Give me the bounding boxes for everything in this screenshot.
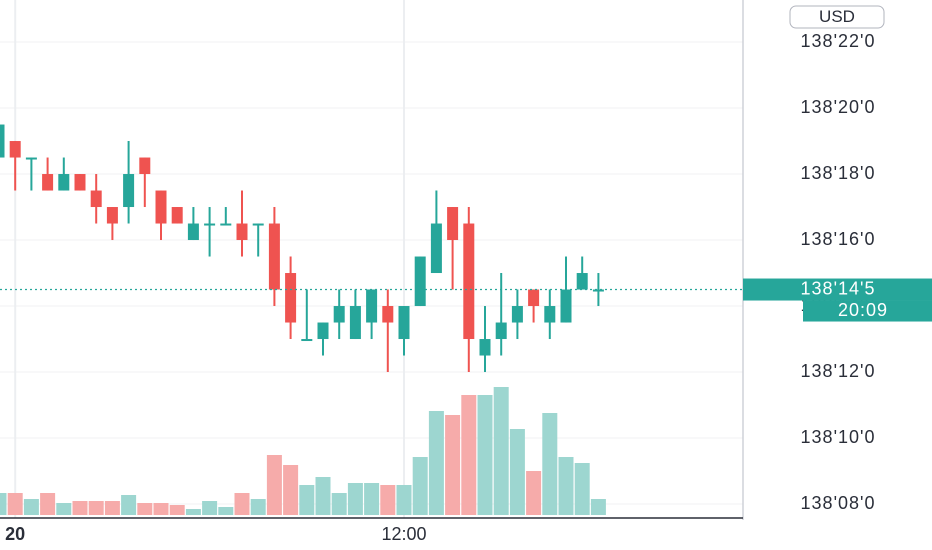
candle-body [106,207,118,224]
candle-body [430,223,442,274]
volume-bar [380,485,396,515]
volume-bar [250,499,266,515]
candle-body [301,339,313,342]
candle-body [0,124,5,158]
candle-body [398,306,410,340]
volume-bar [56,503,72,515]
candle-body [479,339,491,356]
y-tick-label: 138'08'0 [801,493,876,513]
volume-bar [477,395,493,515]
x-tick-label: 12:00 [381,524,426,544]
volume-bar [185,509,201,515]
countdown-box [803,300,932,322]
candle-body [204,223,216,226]
candle-body [42,174,54,191]
candle-body [155,190,167,224]
candle-body [220,223,232,226]
volume-bar [509,429,525,515]
candle-body [171,207,183,224]
candle-body [268,223,280,290]
candle-body [252,223,264,226]
volume-bar [218,507,234,515]
candle-body [366,289,378,323]
volume-bar [72,501,88,515]
candle-body [58,174,70,191]
candle-body [511,306,523,323]
volume-bar [121,495,137,515]
volume-bar [526,471,542,515]
volume-bar [234,493,250,515]
candle-body [187,223,199,241]
volume-bar [364,483,380,515]
volume-bar [153,503,169,515]
volume-bar [542,413,558,515]
volume-bar [169,505,185,515]
currency-button[interactable] [789,5,885,29]
candle-body [123,174,135,208]
currency-label[interactable]: USD [819,7,855,26]
candle-body [74,174,86,191]
volume-bar [461,395,477,515]
volume-bar [23,499,39,515]
volume-bar [315,477,331,515]
last-price-box [743,278,932,301]
volume-bar [331,493,347,515]
volume-bar [428,411,444,515]
volume-layer [0,387,606,515]
volume-bar [104,501,120,515]
last-price-label: 138'14'5 [801,278,876,298]
y-tick-label: 138'18'0 [801,163,876,183]
y-tick-label: 138'10'0 [801,427,876,447]
volume-bar [266,455,282,515]
candle-body [447,207,459,241]
candle-body [495,322,507,340]
candle-body [382,306,394,323]
volume-bar [283,465,299,515]
time-axis: 20 12:00 [5,524,426,544]
volume-bar [493,387,509,515]
volume-bar [590,499,606,515]
candle-body [9,141,21,158]
candle-body [139,157,151,175]
candle-body [414,256,426,307]
volume-bar [137,503,153,515]
volume-bar [574,463,590,515]
y-tick-label: 138'22'0 [801,31,876,51]
y-tick-label: 138'20'0 [801,97,876,117]
candle-body [544,306,556,323]
countdown-label: 20:09 [838,300,888,320]
volume-bar [40,493,56,515]
volume-bar [412,457,428,515]
candle-body [576,273,588,290]
volume-bar [0,493,7,515]
candle-body [592,289,604,292]
x-tick-label: 20 [5,524,25,544]
candle-body [25,157,37,160]
candle-body [285,273,297,323]
candle-layer [0,124,604,373]
volume-bar [299,485,315,515]
y-tick-label: 138'12'0 [801,361,876,381]
candle-body [349,306,361,340]
volume-bar [445,415,461,515]
candle-body [333,306,345,323]
volume-bar [558,457,574,515]
price-axis: 138'22'0138'20'0138'18'0138'16'0138'14'0… [801,31,876,513]
volume-bar [88,501,104,515]
volume-bar [396,485,412,515]
y-tick-label: 138'16'0 [801,229,876,249]
candle-body [528,289,540,307]
candle-body [236,223,248,241]
candle-body [317,322,329,340]
volume-bar [202,501,218,515]
candle-body [90,190,102,208]
volume-bar [7,493,23,515]
candle-body [463,223,475,340]
candle-body [560,289,572,323]
volume-bar [347,483,363,515]
